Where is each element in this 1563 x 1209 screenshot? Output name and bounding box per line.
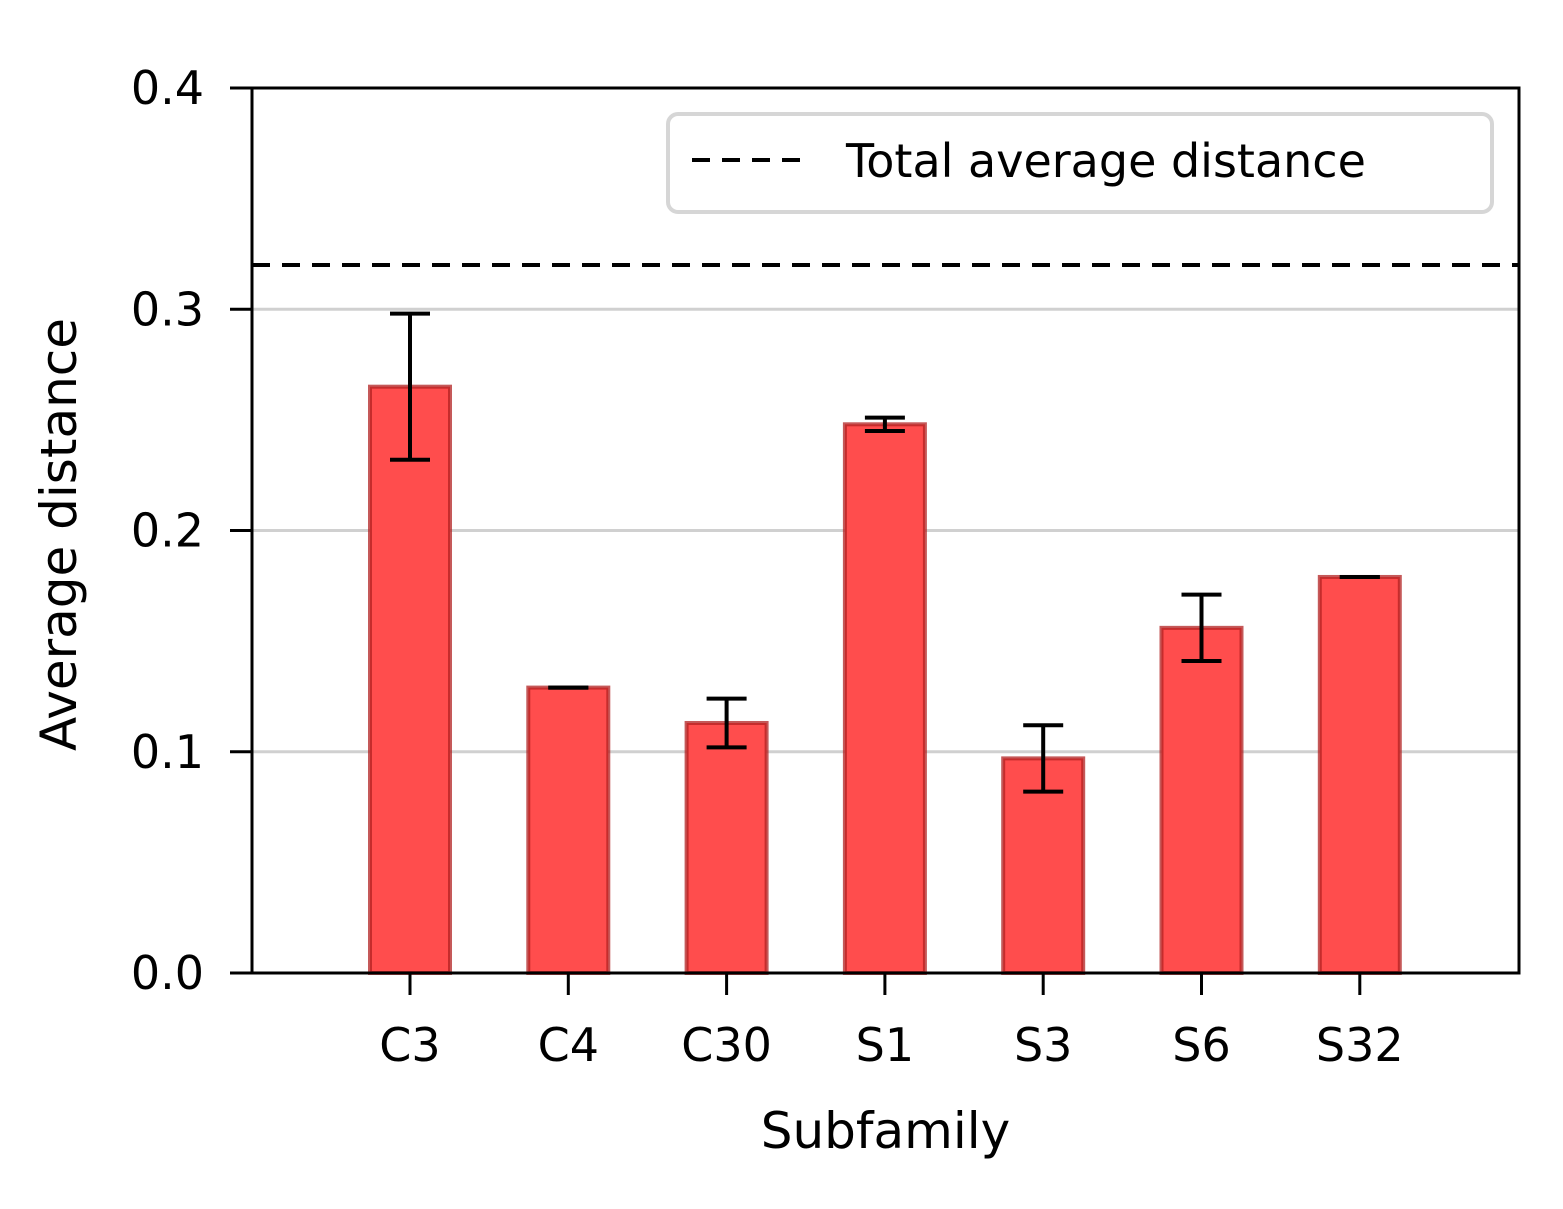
bar-s3 [1001, 756, 1086, 976]
legend: Total average distance [666, 112, 1494, 214]
error-bar-c30 [706, 696, 747, 750]
x-tick-label-s6: S6 [1172, 1018, 1230, 1072]
y-axis-ticks: 0.0 0.1 0.2 0.3 0.4 [131, 61, 252, 1000]
x-tick-label-s1: S1 [856, 1018, 914, 1072]
y-tick-label: 0.2 [131, 504, 204, 558]
error-bars [390, 311, 1380, 794]
error-bar-s3 [1023, 723, 1064, 794]
legend-box [666, 112, 1494, 214]
y-tick-label: 0.1 [131, 725, 204, 779]
x-axis-ticks: C3 C4 C30 S1 S3 S6 S32 [379, 973, 1404, 1072]
x-tick-label-s32: S32 [1316, 1018, 1404, 1072]
error-bar-s1 [864, 415, 905, 433]
bar-c4 [526, 685, 611, 976]
bar-c30 [684, 720, 769, 975]
x-tick-label-c30: C30 [681, 1018, 772, 1072]
bar-s6 [1159, 625, 1244, 975]
bars [368, 384, 1402, 976]
legend-label: Total average distance [845, 134, 1366, 188]
bar-s32 [1317, 574, 1402, 976]
y-tick-label: 0.3 [131, 282, 204, 336]
x-axis-title: Subfamily [761, 1102, 1011, 1160]
y-axis-title: Average distance [30, 318, 88, 751]
y-tick-label: 0.0 [131, 946, 204, 1000]
error-bar-s6 [1181, 592, 1222, 664]
bar-s1 [842, 422, 927, 975]
error-bar-c3 [390, 311, 430, 462]
x-tick-label-c3: C3 [379, 1018, 440, 1072]
bar-c3 [368, 384, 452, 975]
x-tick-label-s3: S3 [1014, 1018, 1072, 1072]
x-tick-label-c4: C4 [538, 1018, 599, 1072]
y-tick-label: 0.4 [131, 61, 204, 115]
